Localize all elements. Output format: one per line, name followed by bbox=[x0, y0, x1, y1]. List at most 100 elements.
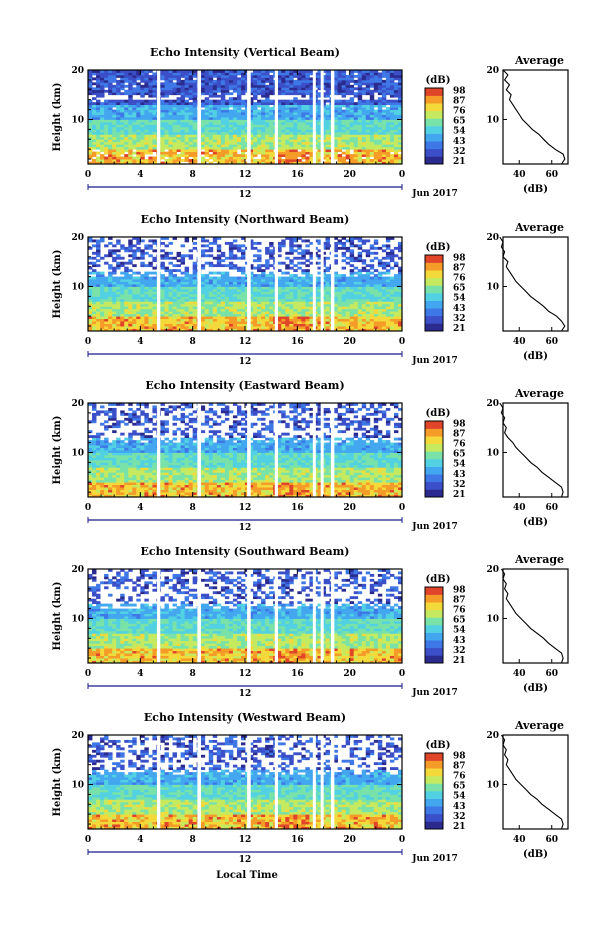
heatmap-cell bbox=[381, 326, 387, 329]
heatmap-cell bbox=[228, 117, 234, 120]
heatmap-cell bbox=[208, 293, 214, 297]
heatmap-cell bbox=[285, 271, 290, 275]
heatmap-cell bbox=[220, 146, 226, 150]
heatmap-cell bbox=[301, 261, 306, 265]
heatmap-cell bbox=[261, 293, 266, 297]
heatmap-cell bbox=[377, 136, 383, 140]
heatmap-cell bbox=[277, 117, 282, 120]
heatmap-cell bbox=[373, 149, 379, 153]
heatmap-cell bbox=[112, 149, 117, 153]
heatmap-cell bbox=[393, 70, 399, 73]
heatmap-cell bbox=[236, 104, 242, 108]
heatmap-cell bbox=[208, 124, 214, 128]
heatmap-cell bbox=[108, 249, 113, 253]
heatmap-cell bbox=[228, 311, 234, 315]
heatmap-cell bbox=[349, 89, 355, 93]
heatmap-cell bbox=[381, 84, 387, 88]
heatmap-cell bbox=[261, 306, 266, 310]
heatmap-cell bbox=[116, 288, 121, 292]
heatmap-cell bbox=[257, 79, 262, 83]
heatmap-cell bbox=[148, 112, 153, 115]
heatmap-cell bbox=[88, 161, 93, 165]
heatmap-cell bbox=[333, 121, 338, 125]
heatmap-cell bbox=[369, 151, 375, 155]
heatmap-cell bbox=[96, 284, 101, 287]
heatmap-cell bbox=[349, 109, 355, 113]
heatmap-cell bbox=[349, 92, 355, 96]
heatmap-cell bbox=[180, 104, 186, 108]
heatmap-cell bbox=[212, 291, 218, 295]
heatmap-cell bbox=[337, 107, 343, 110]
heatmap-cell bbox=[249, 121, 254, 125]
heatmap-cell bbox=[325, 279, 330, 282]
heatmap-cell bbox=[353, 256, 359, 260]
heatmap-cell bbox=[240, 82, 246, 86]
heatmap-cell bbox=[269, 109, 274, 113]
heatmap-cell bbox=[160, 112, 165, 115]
profile-title: Average bbox=[514, 54, 564, 67]
heatmap-cell bbox=[188, 97, 194, 101]
heatmap-cell bbox=[297, 306, 302, 310]
heatmap-cell bbox=[281, 84, 286, 88]
heatmap-cell bbox=[325, 136, 330, 140]
heatmap-cell bbox=[192, 159, 198, 162]
heatmap-cell bbox=[240, 114, 246, 118]
heatmap-cell bbox=[289, 74, 294, 78]
heatmap-cell bbox=[168, 77, 173, 81]
heatmap-cell bbox=[224, 271, 230, 275]
heatmap-cell bbox=[228, 291, 234, 295]
heatmap-cell bbox=[144, 92, 149, 96]
heatmap-cell bbox=[240, 112, 246, 115]
heatmap-cell bbox=[317, 102, 322, 106]
heatmap-cell bbox=[393, 134, 399, 138]
heatmap-cell bbox=[204, 321, 210, 324]
y-tick-label: 20 bbox=[71, 66, 84, 76]
heatmap-cell bbox=[88, 246, 93, 250]
heatmap-cell bbox=[293, 281, 298, 285]
heatmap-cell bbox=[381, 94, 387, 98]
heatmap-cell bbox=[192, 311, 198, 315]
heatmap-cell bbox=[128, 301, 133, 305]
heatmap-cell bbox=[377, 154, 383, 157]
heatmap-cell bbox=[337, 161, 343, 165]
heatmap-cell bbox=[212, 119, 218, 123]
heatmap-cell bbox=[224, 144, 230, 148]
heatmap-cell bbox=[160, 77, 165, 81]
heatmap-cell bbox=[140, 303, 145, 307]
heatmap-cell bbox=[132, 146, 137, 150]
heatmap-cell bbox=[337, 92, 343, 96]
heatmap-cell bbox=[305, 264, 310, 268]
heatmap-cell bbox=[349, 311, 355, 315]
heatmap-cell bbox=[100, 77, 105, 81]
heatmap-cell bbox=[397, 139, 403, 143]
heatmap-cell bbox=[180, 303, 186, 307]
heatmap-cell bbox=[253, 274, 258, 277]
heatmap-cell bbox=[132, 92, 137, 96]
heatmap-cell bbox=[261, 313, 266, 317]
heatmap-cell bbox=[285, 326, 290, 329]
heatmap-cell bbox=[349, 269, 355, 273]
heatmap-cell bbox=[393, 87, 399, 91]
heatmap-cell bbox=[208, 264, 214, 268]
heatmap-cell bbox=[92, 151, 97, 155]
heatmap-cell bbox=[285, 117, 290, 120]
heatmap-cell bbox=[104, 117, 109, 120]
heatmap-cell bbox=[220, 254, 226, 258]
heatmap-cell bbox=[309, 154, 314, 157]
heatmap-cell bbox=[293, 161, 298, 165]
heatmap-cell bbox=[389, 281, 395, 285]
heatmap-cell bbox=[212, 114, 218, 118]
heatmap-cell bbox=[148, 279, 153, 282]
heatmap-cell bbox=[265, 293, 270, 297]
heatmap-cell bbox=[96, 259, 101, 263]
heatmap-cell bbox=[192, 84, 198, 88]
heatmap-cell bbox=[104, 254, 109, 258]
heatmap-cell bbox=[325, 291, 330, 295]
heatmap-cell bbox=[240, 74, 246, 78]
heatmap-cell bbox=[393, 72, 399, 76]
heatmap-cell bbox=[172, 291, 177, 295]
heatmap-cell bbox=[361, 82, 367, 86]
heatmap-cell bbox=[257, 291, 262, 295]
heatmap-cell bbox=[108, 264, 113, 268]
heatmap-cell bbox=[317, 74, 322, 78]
